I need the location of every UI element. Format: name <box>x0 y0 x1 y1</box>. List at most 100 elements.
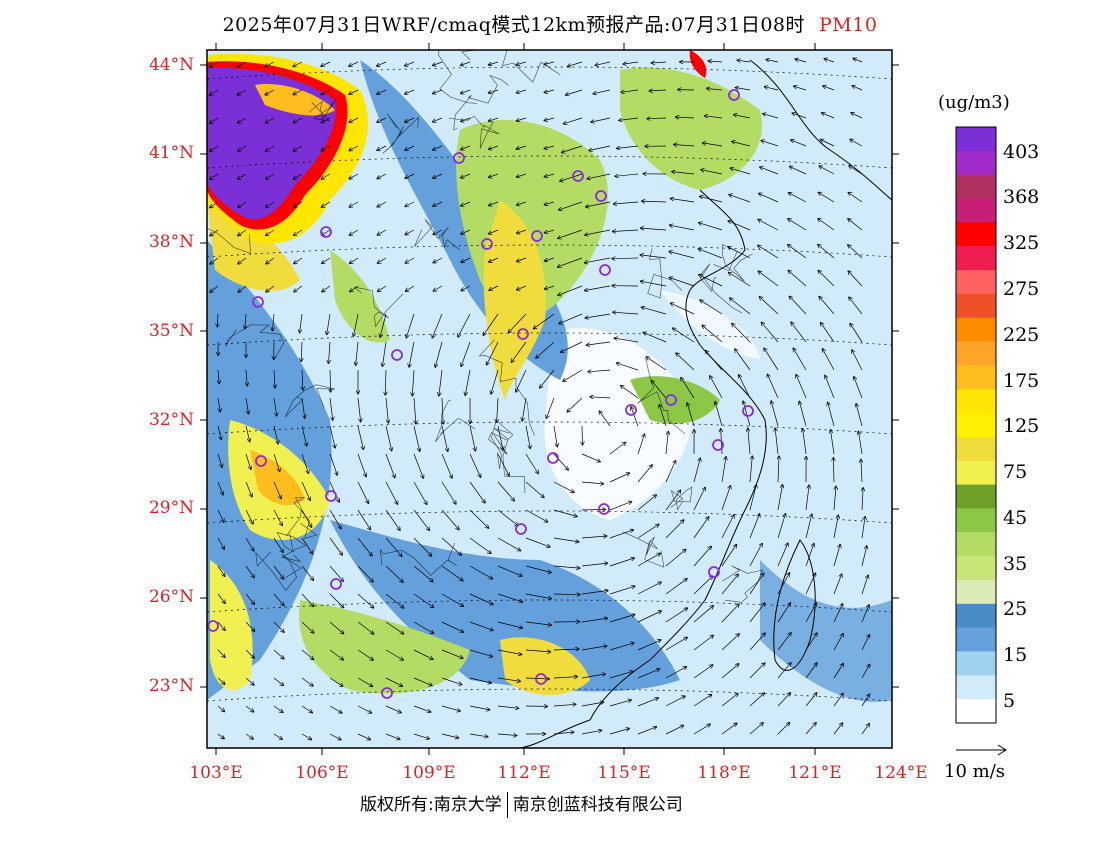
wind-arrow <box>637 553 660 567</box>
wind-arrow <box>301 537 313 554</box>
wind-arrow <box>406 313 415 338</box>
wind-arrow <box>861 724 869 735</box>
wind-arrow <box>558 285 583 295</box>
wind-arrow <box>544 173 555 177</box>
wind-arrow <box>749 544 762 567</box>
wind-arrow <box>805 514 812 539</box>
wind-arrow <box>637 727 657 735</box>
wind-arrow <box>788 271 807 287</box>
wind-arrow <box>587 173 611 179</box>
wind-arrow <box>795 59 807 63</box>
wind-arrow <box>301 621 314 633</box>
wind-arrow <box>497 593 523 602</box>
wind-arrow <box>435 341 443 367</box>
wind-arrow <box>378 285 387 292</box>
wind-arrow <box>293 117 303 123</box>
wind-arrow <box>777 485 783 511</box>
wind-arrow <box>536 341 555 358</box>
city-marker <box>481 238 493 250</box>
wind-arrow <box>822 113 835 119</box>
lat-label: 41°N <box>148 143 194 163</box>
colorbar-level-label: 15 <box>1003 644 1028 666</box>
wind-arrow <box>599 411 611 427</box>
wind-arrow <box>553 649 579 650</box>
wind-arrow <box>743 401 751 427</box>
wind-arrow <box>266 229 275 236</box>
wind-arrow <box>609 473 629 483</box>
wind-arrow <box>793 348 807 371</box>
wind-arrow <box>469 425 475 451</box>
coast-northeast <box>749 59 892 201</box>
wind-arrow <box>749 723 763 735</box>
lon-label: 106°E <box>295 763 349 783</box>
wind-arrow <box>349 89 359 94</box>
wind-arrow <box>272 313 274 331</box>
lat-label: 35°N <box>148 321 194 341</box>
wind-arrow <box>525 537 550 547</box>
wind-arrow <box>819 297 835 315</box>
wind-arrow <box>623 62 639 64</box>
wind-arrow <box>238 229 247 236</box>
wind-arrow <box>693 576 713 595</box>
graticule-line <box>207 688 892 702</box>
wind-arrow <box>581 509 605 510</box>
city-marker <box>547 452 559 464</box>
wind-arrow <box>461 61 471 65</box>
wind-arrow <box>209 89 219 95</box>
wind-arrow <box>861 575 868 595</box>
wind-arrow <box>273 733 282 739</box>
wind-arrow <box>301 453 309 473</box>
wind-arrow <box>273 677 283 686</box>
wind-arrow <box>792 113 807 119</box>
wind-arrow <box>673 328 695 343</box>
wind-arrow <box>487 341 499 365</box>
wind-arrow <box>861 517 865 539</box>
wind-arrow <box>749 633 765 651</box>
wind-arrow <box>300 313 303 333</box>
wind-arrow <box>758 220 779 231</box>
wind-arrow <box>681 378 695 399</box>
city-marker <box>728 89 740 101</box>
wind-arrow <box>329 425 335 448</box>
wind-arrow <box>642 201 667 202</box>
wind-arrow <box>245 649 254 658</box>
wind-arrow <box>321 173 331 179</box>
wind-arrow <box>525 425 530 448</box>
lat-label: 32°N <box>148 410 194 430</box>
wind-arrow <box>581 453 600 462</box>
wind-arrow <box>850 324 863 343</box>
wind-arrow <box>637 640 661 651</box>
wind-arrow <box>721 574 738 595</box>
border-segment <box>207 227 251 254</box>
wind-arrow <box>581 482 604 484</box>
wind-arrow <box>409 341 415 367</box>
wind-arrow <box>385 593 404 608</box>
wind-arrow <box>665 696 685 707</box>
wind-arrow <box>693 458 700 483</box>
wind-arrow <box>643 332 667 343</box>
wind-arrow <box>245 705 254 712</box>
wind-arrow <box>245 621 255 631</box>
wind-arrow <box>357 509 371 530</box>
colorbar-band <box>956 365 996 390</box>
wind-arrow <box>609 671 633 679</box>
wind-arrow <box>767 374 779 399</box>
wind-arrow <box>665 725 684 735</box>
graticule-line <box>207 155 892 169</box>
border-segment <box>448 115 500 149</box>
wind-arrow <box>581 674 605 679</box>
map-frame <box>206 49 893 749</box>
wind-arrow <box>245 397 249 414</box>
colorbar-band <box>956 150 996 176</box>
wind-arrow <box>489 61 499 65</box>
wind-arrow <box>641 228 667 230</box>
wind-arrow <box>329 705 342 713</box>
lon-label: 115°E <box>597 763 651 783</box>
wind-arrow <box>245 453 251 469</box>
wind-arrow <box>567 397 583 412</box>
colorbar-level-label: 325 <box>1003 232 1040 254</box>
wind-arrow <box>516 89 527 93</box>
wind-arrow <box>382 341 387 366</box>
wind-arrow <box>349 145 359 151</box>
wind-arrow <box>378 257 387 263</box>
